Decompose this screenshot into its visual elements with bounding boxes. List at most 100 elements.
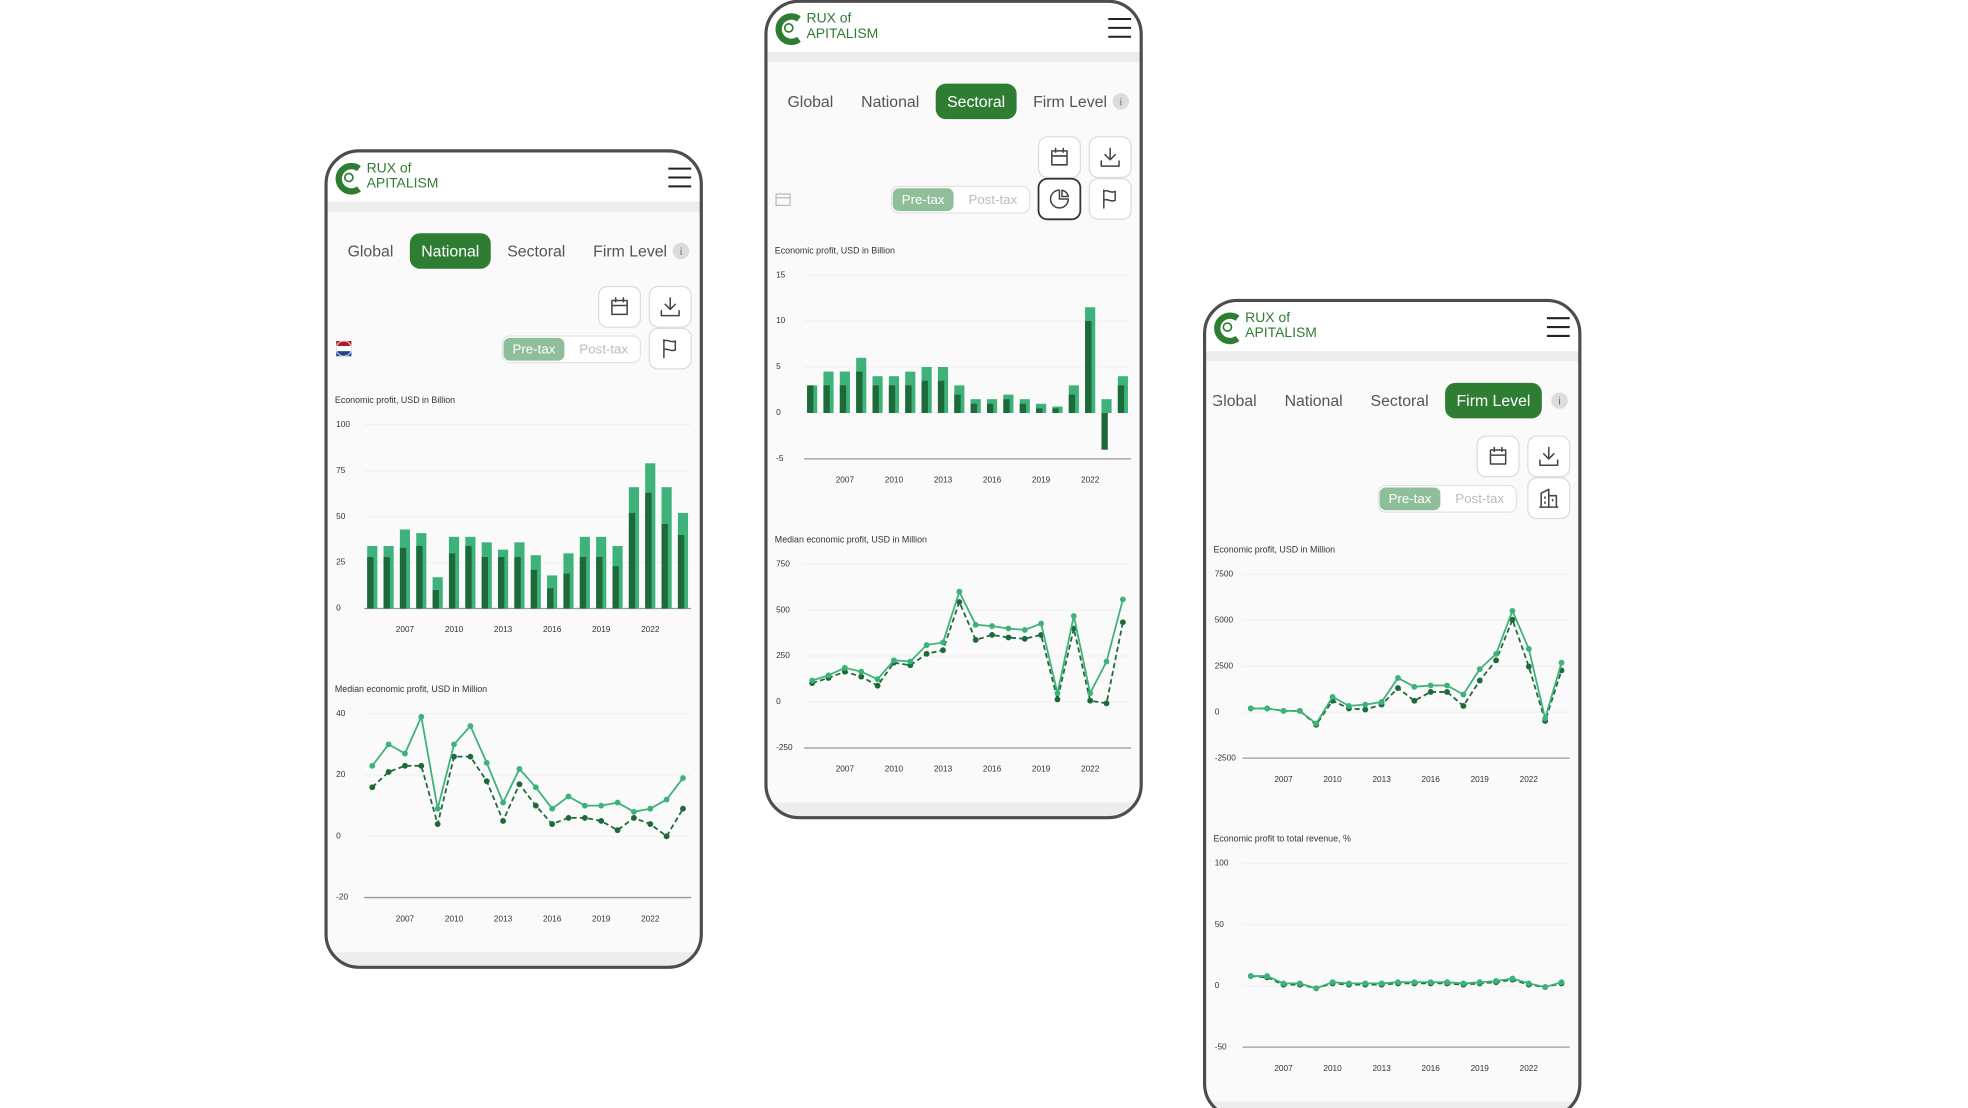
info-button[interactable]: i <box>1551 392 1568 409</box>
tab[interactable]: Firm Level <box>1445 382 1542 419</box>
svg-text:i: i <box>1120 97 1122 108</box>
footer-band <box>765 802 1142 818</box>
point <box>1542 715 1549 722</box>
download-button[interactable] <box>1088 136 1132 179</box>
logo-text: RUX of <box>367 159 412 175</box>
header-bg <box>326 150 702 202</box>
point <box>614 799 621 806</box>
download-button[interactable] <box>1527 435 1571 478</box>
point <box>1280 707 1287 714</box>
y-tick-label: 750 <box>776 559 790 568</box>
point <box>385 741 392 748</box>
point <box>680 805 686 812</box>
point <box>1411 683 1418 690</box>
bar <box>807 385 814 413</box>
bar <box>888 385 896 413</box>
point <box>598 802 605 809</box>
bar <box>677 534 685 609</box>
country-flag[interactable] <box>335 340 352 357</box>
footer-band <box>1204 1101 1580 1108</box>
tab[interactable]: Sectoral <box>935 83 1017 120</box>
point <box>1509 616 1516 623</box>
chart-button[interactable] <box>1037 177 1082 221</box>
point <box>874 682 881 689</box>
point <box>1296 707 1303 714</box>
tab[interactable]: National <box>861 94 919 111</box>
tab[interactable]: Global <box>348 243 394 260</box>
bar <box>612 566 619 609</box>
tab[interactable]: Sectoral <box>507 243 565 260</box>
point <box>1493 657 1500 664</box>
info-button[interactable]: i <box>672 242 690 260</box>
point <box>1087 690 1094 697</box>
point <box>565 793 572 800</box>
y-tick-label: 40 <box>336 709 346 718</box>
x-tick-label: 2022 <box>1081 476 1100 485</box>
point <box>1362 701 1369 708</box>
tab-label: Sectoral <box>1371 393 1429 410</box>
toggle-label[interactable]: Pre-tax <box>513 341 556 356</box>
y-tick-label: -2500 <box>1215 753 1236 762</box>
bar <box>1101 399 1112 413</box>
tab[interactable]: National <box>409 233 491 269</box>
bar <box>416 546 423 609</box>
flag-button[interactable] <box>1088 178 1132 220</box>
tax-toggle[interactable]: Pre-tax Post-tax <box>501 335 642 364</box>
x-tick-label: 2013 <box>934 476 953 485</box>
flag-button[interactable] <box>648 327 692 370</box>
point <box>1378 699 1385 705</box>
company-button[interactable] <box>1527 477 1571 520</box>
menu-button[interactable] <box>668 167 692 188</box>
calendar-button[interactable] <box>1037 136 1081 179</box>
menu-button[interactable] <box>1108 18 1132 38</box>
y-tick-label: 50 <box>1215 920 1225 929</box>
toggle-label[interactable]: Post-tax <box>579 341 628 356</box>
point <box>1493 978 1500 984</box>
tab[interactable]: Global <box>1211 393 1257 410</box>
tab[interactable]: Firm Level <box>1033 94 1107 111</box>
tab[interactable]: Firm Level <box>593 243 667 260</box>
calendar-button[interactable] <box>1476 435 1520 478</box>
download-button[interactable] <box>648 285 692 328</box>
toggle-label[interactable]: Pre-tax <box>902 192 945 207</box>
menu-button[interactable] <box>1546 317 1570 337</box>
tab[interactable]: Sectoral <box>1371 393 1429 410</box>
point <box>1329 693 1336 700</box>
point <box>1444 682 1450 689</box>
point <box>858 673 865 680</box>
tab[interactable]: National <box>1285 393 1343 410</box>
tax-toggle[interactable]: Pre-tax Post-tax <box>1377 484 1518 513</box>
point <box>1103 700 1110 707</box>
tax-toggle[interactable]: Pre-tax Post-tax <box>890 185 1031 214</box>
footer-band <box>326 952 702 968</box>
toggle-label[interactable]: Pre-tax <box>1389 491 1432 506</box>
point <box>516 765 523 772</box>
phone-frame <box>764 0 1143 820</box>
point <box>418 762 425 769</box>
calendar-button[interactable] <box>597 285 642 328</box>
point <box>581 814 588 821</box>
point <box>1460 702 1467 709</box>
bar <box>383 557 390 609</box>
toggle-label[interactable]: Post-tax <box>1455 491 1504 506</box>
x-tick-label: 2007 <box>836 476 855 485</box>
toggle-label[interactable]: Post-tax <box>968 192 1017 207</box>
point <box>1476 979 1483 986</box>
date-icon[interactable] <box>775 193 791 207</box>
tab[interactable]: Global <box>788 94 834 111</box>
bar <box>872 385 879 413</box>
chart: Median economic profit, USD in Million -2… <box>335 684 692 923</box>
info-button[interactable]: i <box>1112 93 1130 110</box>
point <box>1119 596 1126 603</box>
bar <box>937 380 945 413</box>
screen-bg <box>326 150 702 968</box>
y-tick-label: 0 <box>776 697 781 706</box>
x-tick-label: 2007 <box>396 914 415 923</box>
bar <box>514 557 521 609</box>
